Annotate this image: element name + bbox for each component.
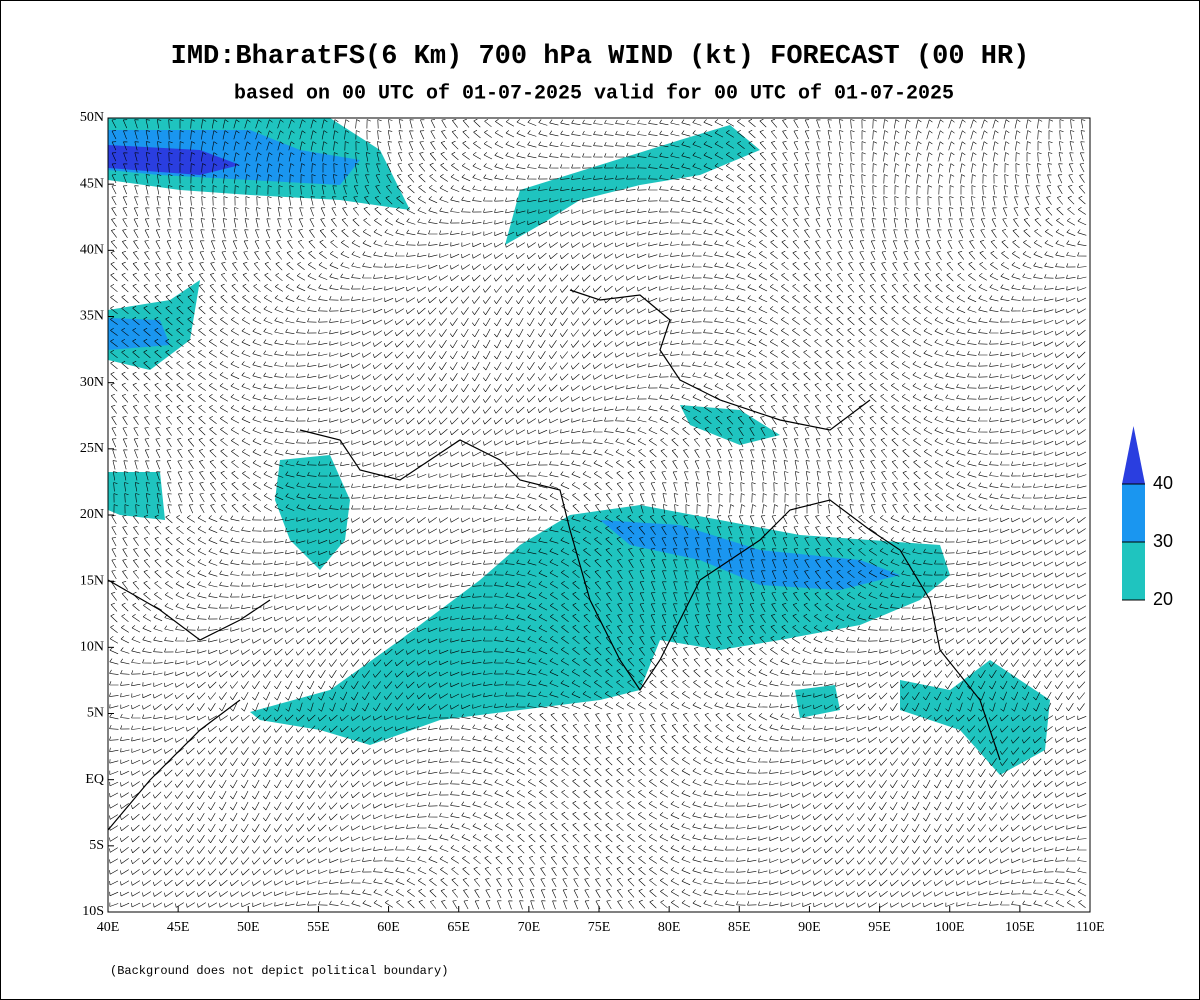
- shade-north-west-max: [108, 145, 240, 175]
- y-tick-label: 35N: [80, 309, 104, 324]
- y-tick-label: 10S: [82, 904, 104, 919]
- shade-monsoon-core: [600, 520, 900, 590]
- x-tick-label: 50E: [237, 920, 260, 935]
- y-tick-label: 15N: [80, 573, 104, 588]
- y-tick-label: 30N: [80, 375, 104, 390]
- x-tick-label: 65E: [447, 920, 470, 935]
- x-tick-label: 75E: [588, 920, 611, 935]
- colorbar: 20 30 40: [1122, 426, 1173, 609]
- colorbar-label: 30: [1153, 531, 1173, 551]
- x-tick-label: 90E: [798, 920, 821, 935]
- y-tick-label: 45N: [80, 176, 104, 191]
- colorbar-label: 20: [1153, 589, 1173, 609]
- shade-gangetic: [680, 405, 780, 445]
- y-tick-label: EQ: [85, 772, 104, 787]
- x-tick-label: 95E: [868, 920, 891, 935]
- y-tick-label: 25N: [80, 441, 104, 456]
- shade-indochina: [900, 660, 1050, 775]
- x-tick-label: 40E: [97, 920, 120, 935]
- y-tick-label: 50N: [80, 110, 104, 125]
- y-tick-label: 5S: [89, 838, 104, 853]
- x-tick-label: 80E: [658, 920, 681, 935]
- colorbar-box: [1122, 484, 1145, 542]
- subtitle: based on 00 UTC of 01-07-2025 valid for …: [234, 82, 954, 105]
- shade-west: [108, 472, 165, 520]
- wind-shading: [108, 118, 1050, 775]
- y-tick-label: 5N: [87, 706, 104, 721]
- y-tick-label: 40N: [80, 243, 104, 258]
- shade-bob: [795, 685, 840, 718]
- colorbar-box: [1122, 542, 1145, 600]
- x-tick-label: 60E: [377, 920, 400, 935]
- x-tick-label: 70E: [518, 920, 541, 935]
- title: IMD:BharatFS(6 Km) 700 hPa WIND (kt) FOR…: [171, 42, 1030, 72]
- shade-iran-core: [108, 318, 170, 350]
- axes: 40E 45E 50E 55E 60E 65E 70E 75E 80E 85E 90E 95E 100E…: [80, 110, 1105, 935]
- x-tick-label: 45E: [167, 920, 190, 935]
- x-tick-label: 85E: [728, 920, 751, 935]
- y-tick-label: 20N: [80, 507, 104, 522]
- coastlines: [107, 289, 1001, 831]
- colorbar-label: 40: [1153, 473, 1173, 493]
- plateau-mask: [570, 260, 1010, 410]
- x-tick-label: 100E: [935, 920, 965, 935]
- colorbar-triangle: [1122, 426, 1145, 484]
- x-tick-label: 105E: [1005, 920, 1035, 935]
- x-tick-label: 110E: [1075, 920, 1104, 935]
- shade-north: [505, 125, 760, 245]
- footnote: (Background does not depict political bo…: [110, 964, 448, 978]
- wind-barbs: [109, 118, 1087, 910]
- y-tick-label: 10N: [80, 640, 104, 655]
- x-tick-label: 55E: [307, 920, 330, 935]
